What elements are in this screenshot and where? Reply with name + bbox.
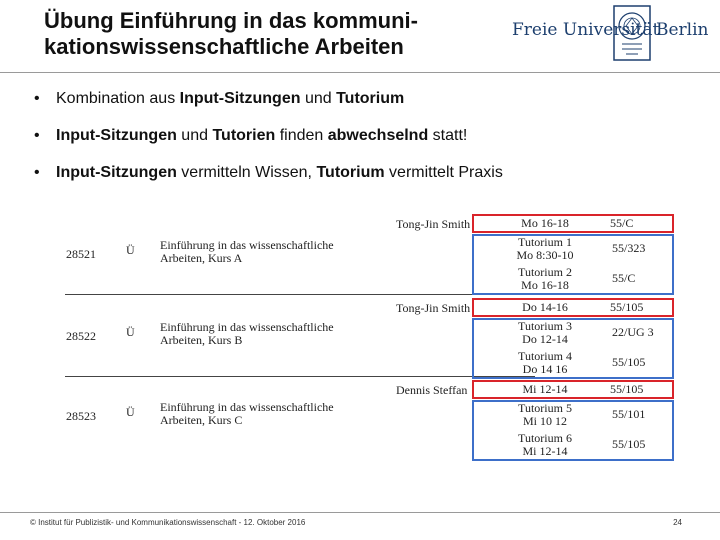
course-number: 28522 xyxy=(66,329,96,343)
logo-text-right: Berlin xyxy=(656,20,709,40)
session-time: Mi 12-14 xyxy=(522,382,568,396)
course-title: Einführung in das wissenschaftliche xyxy=(160,238,334,252)
bullet-text: Tutorien xyxy=(212,127,276,144)
bullet-text: Tutorium xyxy=(336,90,405,107)
slide-title-line1: Übung Einführung in das kommuni- xyxy=(44,8,418,33)
bullet-text: Kombination aus xyxy=(56,90,180,107)
course-type: Ü xyxy=(126,243,135,257)
session-room: 22/UG 3 xyxy=(612,325,654,339)
tutorial-highlight-box xyxy=(472,234,674,295)
session-time: Do 14-16 xyxy=(522,300,568,314)
row-divider xyxy=(65,376,535,377)
course-number: 28521 xyxy=(66,247,96,261)
tutorial-time: Mi 10 12 xyxy=(522,414,567,428)
bullet-text: vermitteln Wissen, xyxy=(176,164,317,181)
course-title: Arbeiten, Kurs A xyxy=(160,251,243,265)
tutorial-time: Do 12-14 xyxy=(522,332,568,346)
bullet-list: • Kombination aus Input-Sitzungen und Tut… xyxy=(34,86,694,197)
tutorial-time: Do 14 16 xyxy=(522,362,568,376)
tutorial-name: Tutorium 1 xyxy=(518,235,572,249)
course-title: Einführung in das wissenschaftliche xyxy=(160,320,334,334)
session-room: 55/105 xyxy=(612,355,646,369)
bullet-item: • Input-Sitzungen und Tutorien finden abw… xyxy=(34,123,694,160)
bullet-text: Input-Sitzungen xyxy=(56,127,177,144)
bullet-text: und xyxy=(300,90,337,107)
course-teacher: Tong-Jin Smith xyxy=(396,217,471,231)
bullet-text: finden xyxy=(275,127,328,144)
session-room: 55/323 xyxy=(612,241,646,255)
bullet-text: Tutorium xyxy=(316,164,385,181)
bullet-marker: • xyxy=(34,164,40,181)
tutorial-highlight-box xyxy=(472,400,674,461)
tutorial-name: Tutorium 2 xyxy=(518,265,572,279)
bullet-text: abwechselnd xyxy=(327,127,429,144)
bullet-marker: • xyxy=(34,90,40,107)
session-room: 55/105 xyxy=(610,382,644,396)
slide-title-line2: kationswissenschaftliche Arbeiten xyxy=(44,34,404,59)
row-divider xyxy=(65,294,535,295)
slide-title: Übung Einführung in das kommuni- kations… xyxy=(44,8,484,60)
university-seal-icon xyxy=(613,5,651,61)
session-room: 55/C xyxy=(610,216,634,230)
course-teacher: Dennis Steffan xyxy=(396,383,468,397)
bullet-marker: • xyxy=(34,127,40,144)
lecture-highlight-box xyxy=(472,214,674,233)
session-room: 55/101 xyxy=(612,407,646,421)
bullet-text: Input-Sitzungen xyxy=(56,164,177,181)
bullet-text: und xyxy=(176,127,213,144)
lecture-highlight-box xyxy=(472,380,674,399)
header-divider xyxy=(0,72,720,73)
course-type: Ü xyxy=(126,325,135,339)
tutorial-name: Tutorium 3 xyxy=(518,319,572,333)
course-teacher: Tong-Jin Smith xyxy=(396,301,471,315)
course-table: 28521 Ü Einführung in das wissenschaftlich… xyxy=(60,210,680,461)
course-type: Ü xyxy=(126,405,135,419)
tutorial-time: Mi 12-14 xyxy=(522,444,568,458)
course-title: Arbeiten, Kurs C xyxy=(160,413,243,427)
tutorial-time: Mo 16-18 xyxy=(521,278,569,292)
course-title: Einführung in das wissenschaftliche xyxy=(160,400,334,414)
course-number: 28523 xyxy=(66,409,96,423)
bullet-text: statt! xyxy=(428,127,468,144)
tutorial-time: Mo 8:30-10 xyxy=(516,248,574,262)
course-title: Arbeiten, Kurs B xyxy=(160,333,243,347)
session-room: 55/C xyxy=(612,271,636,285)
bullet-item: • Kombination aus Input-Sitzungen und Tut… xyxy=(34,86,694,123)
tutorial-name: Tutorium 6 xyxy=(518,431,572,445)
university-logo: Freie Universität Berlin xyxy=(508,4,709,64)
bullet-text: Input-Sitzungen xyxy=(179,90,301,107)
session-room: 55/105 xyxy=(610,300,644,314)
tutorial-name: Tutorium 5 xyxy=(518,401,572,415)
session-room: 55/105 xyxy=(612,437,646,451)
bullet-text: vermittelt Praxis xyxy=(384,164,503,181)
session-time: Mo 16-18 xyxy=(521,216,569,230)
footer-text: © Institut für Publizistik- und Kommunik… xyxy=(30,518,306,527)
footer-divider xyxy=(0,512,720,513)
tutorial-highlight-box xyxy=(472,318,674,379)
tutorial-name: Tutorium 4 xyxy=(518,349,572,363)
page-number: 24 xyxy=(673,518,682,527)
bullet-item: • Input-Sitzungen vermitteln Wissen, Tuto… xyxy=(34,160,694,197)
lecture-highlight-box xyxy=(472,298,674,317)
